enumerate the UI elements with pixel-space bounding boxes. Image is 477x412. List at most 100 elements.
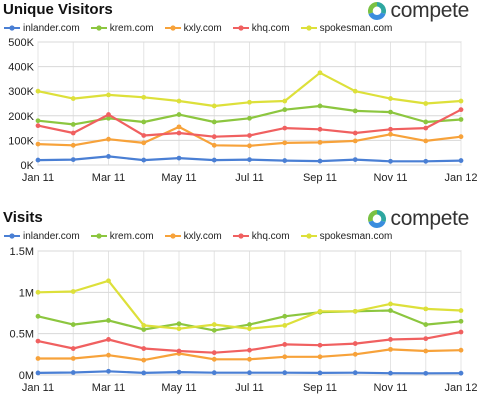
x-tick-label: Jan 12 bbox=[444, 172, 477, 184]
data-point-inlander-com bbox=[176, 155, 182, 161]
legend-swatch bbox=[232, 232, 249, 240]
compete-logo-text: compete bbox=[390, 0, 470, 22]
data-point-kxly-com bbox=[423, 348, 429, 354]
data-point-spokesman-com bbox=[211, 103, 217, 109]
data-point-krem-com bbox=[211, 119, 217, 125]
data-point-spokesman-com bbox=[423, 101, 429, 106]
data-point-kxly-com bbox=[388, 346, 393, 352]
data-point-khq-com bbox=[35, 338, 41, 344]
data-point-khq-com bbox=[423, 125, 429, 131]
data-point-inlander-com bbox=[247, 370, 252, 376]
unique-visitors-chart: 0K 100K 200K 300K 400K 500K Jan 11 Mar 11 May 11… bbox=[8, 37, 477, 184]
data-point-spokesman-com bbox=[141, 323, 147, 328]
data-point-kxly-com bbox=[141, 140, 147, 146]
data-point-kxly-com bbox=[352, 138, 358, 144]
data-point-krem-com bbox=[106, 115, 111, 121]
legend-label: inlander.com bbox=[23, 230, 80, 242]
compete-logo: compete bbox=[366, 0, 469, 22]
data-point-krem-com bbox=[317, 103, 323, 109]
data-point-khq-com bbox=[317, 342, 323, 348]
legend-swatch bbox=[4, 232, 20, 240]
compete-logo-icon bbox=[367, 209, 386, 229]
data-point-krem-com bbox=[106, 318, 111, 323]
compete-logo-text: compete bbox=[390, 207, 470, 230]
unique-visitors-panel: 0K 100K 200K 300K 400K 500K Jan 11 Mar 11 May 11… bbox=[3, 0, 477, 184]
data-point-inlander-com bbox=[282, 370, 288, 376]
x-tick-label: Jul 11 bbox=[235, 172, 264, 184]
data-point-spokesman-com bbox=[317, 70, 323, 76]
data-point-khq-com bbox=[282, 342, 288, 347]
data-point-kxly-com bbox=[317, 139, 323, 145]
x-tick-label: Mar 11 bbox=[92, 382, 125, 394]
data-point-khq-com bbox=[35, 123, 41, 129]
legend-label: kxly.com bbox=[183, 230, 222, 242]
legend-swatch bbox=[4, 24, 20, 32]
data-point-krem-com bbox=[423, 322, 429, 327]
y-tick-label: 500K bbox=[8, 37, 34, 49]
data-point-inlander-com bbox=[35, 370, 41, 376]
y-tick-label: 200K bbox=[8, 111, 34, 123]
y-tick-label: 0M bbox=[19, 370, 34, 382]
data-point-khq-com bbox=[423, 336, 429, 342]
legend-item-kxly-com: kxly.com bbox=[164, 230, 222, 242]
x-tick-label: May 11 bbox=[161, 172, 196, 184]
legend-item-inlander-com: inlander.com bbox=[4, 231, 80, 242]
data-point-spokesman-com bbox=[458, 98, 464, 104]
data-point-inlander-com bbox=[247, 157, 252, 162]
data-point-spokesman-com bbox=[423, 306, 429, 312]
data-point-khq-com bbox=[106, 337, 111, 342]
legend-label: krem.com bbox=[109, 230, 154, 242]
legend-label: spokesman.com bbox=[319, 230, 393, 242]
data-point-krem-com bbox=[388, 308, 393, 313]
legend-swatch bbox=[300, 232, 317, 240]
data-point-inlander-com bbox=[176, 369, 182, 375]
data-point-spokesman-com bbox=[352, 88, 358, 94]
data-point-inlander-com bbox=[352, 157, 358, 162]
data-point-kxly-com bbox=[211, 356, 217, 362]
data-point-krem-com bbox=[282, 107, 288, 113]
data-point-krem-com bbox=[282, 313, 288, 319]
data-point-spokesman-com bbox=[247, 99, 252, 105]
y-tick-label: 400K bbox=[8, 62, 34, 74]
x-tick-label: Sep 11 bbox=[303, 172, 337, 184]
data-point-kxly-com bbox=[247, 356, 252, 362]
data-point-kxly-com bbox=[176, 124, 182, 130]
data-point-krem-com bbox=[70, 322, 76, 327]
data-point-khq-com bbox=[388, 126, 393, 132]
legend-item-spokesman-com: spokesman.com bbox=[300, 23, 392, 34]
legend-swatch bbox=[232, 24, 249, 32]
data-point-spokesman-com bbox=[352, 308, 358, 314]
data-point-spokesman-com bbox=[317, 308, 323, 314]
data-point-inlander-com bbox=[458, 158, 464, 163]
x-tick-label: Nov 11 bbox=[373, 172, 407, 184]
data-point-krem-com bbox=[211, 327, 217, 333]
y-tick-label: 300K bbox=[8, 86, 34, 98]
data-point-khq-com bbox=[176, 130, 182, 136]
data-point-kxly-com bbox=[106, 352, 111, 358]
data-point-spokesman-com bbox=[141, 94, 147, 100]
data-point-kxly-com bbox=[35, 141, 41, 147]
data-point-inlander-com bbox=[423, 158, 429, 164]
data-point-kxly-com bbox=[388, 131, 393, 137]
data-point-khq-com bbox=[458, 107, 464, 113]
data-point-krem-com bbox=[176, 112, 182, 117]
data-point-krem-com bbox=[70, 122, 76, 127]
visits-chart: 0M 0.5M 1M 1.5M Jan 11 Mar 11 May 11 Jul 11 Sep … bbox=[10, 246, 477, 394]
data-point-khq-com bbox=[388, 337, 393, 342]
data-point-kxly-com bbox=[35, 356, 41, 361]
data-point-khq-com bbox=[70, 346, 76, 351]
data-point-khq-com bbox=[282, 125, 288, 131]
y-tick-label: 0.5M bbox=[10, 329, 34, 341]
data-point-khq-com bbox=[176, 348, 182, 354]
x-tick-label: Jan 11 bbox=[22, 172, 54, 184]
data-point-kxly-com bbox=[352, 351, 358, 357]
legend-label: khq.com bbox=[251, 22, 290, 34]
data-point-kxly-com bbox=[211, 142, 217, 148]
data-point-kxly-com bbox=[70, 356, 76, 361]
legend: inlander.com krem.com kxly.com khq.com spoke… bbox=[4, 21, 403, 35]
data-point-krem-com bbox=[141, 119, 147, 125]
data-point-kxly-com bbox=[458, 134, 464, 140]
data-point-spokesman-com bbox=[106, 278, 111, 284]
data-point-inlander-com bbox=[106, 368, 111, 374]
legend-swatch bbox=[90, 232, 107, 240]
